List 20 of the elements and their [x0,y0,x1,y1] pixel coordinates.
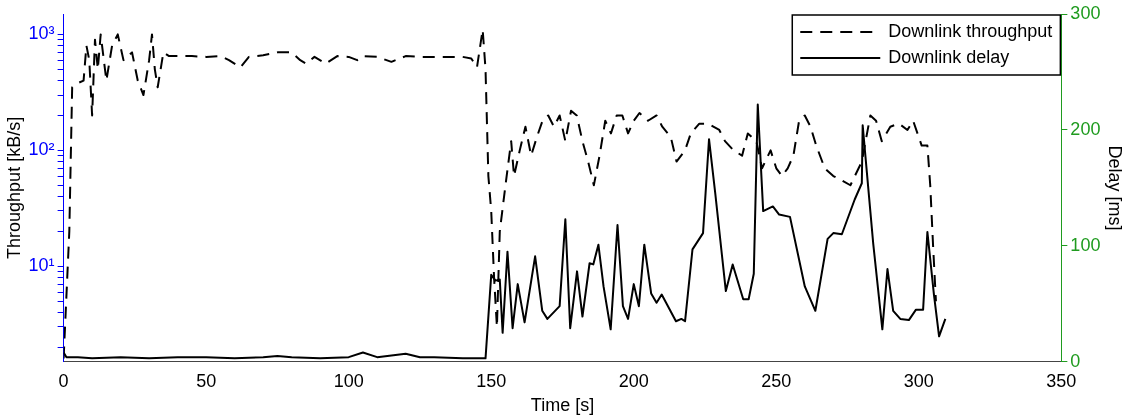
legend-label: Downlink throughput [888,20,1053,41]
x-tick-label: 0 [58,370,69,391]
y2-axis-title: Delay [ms] [1105,145,1126,231]
x-tick-label: 250 [761,370,792,391]
x-tick-label: 300 [903,370,934,391]
y2-tick-label: 100 [1070,234,1101,255]
x-axis-title: Time [s] [530,395,595,416]
x-tick-label: 350 [1046,370,1077,391]
legend-label: Downlink delay [888,46,1010,67]
x-tick-label: 50 [196,370,217,391]
y2-tick-label: 0 [1070,350,1081,371]
x-tick-label: 200 [618,370,649,391]
y-axis-title: Throughput [kB/s] [3,116,24,259]
y2-tick-label: 300 [1070,2,1101,23]
x-tick-label: 100 [333,370,364,391]
y-tick-label: 10¹ [28,255,55,276]
y2-tick-label: 200 [1070,118,1101,139]
y-tick-label: 10² [28,139,55,160]
y-tick-label: 10³ [28,23,55,44]
x-tick-label: 150 [476,370,507,391]
